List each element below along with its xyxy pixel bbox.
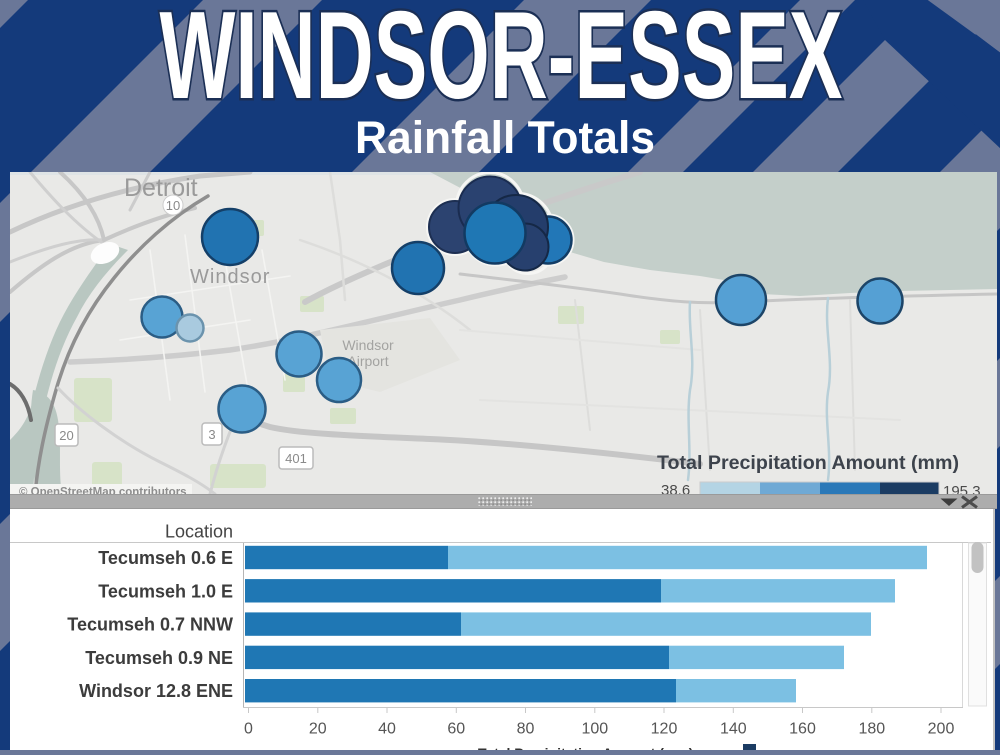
- svg-text:Tecumseh 0.9 NE: Tecumseh 0.9 NE: [85, 648, 233, 668]
- svg-text:Total Precipitation Amount (mm: Total Precipitation Amount (mm): [657, 453, 959, 474]
- svg-text:0: 0: [244, 721, 253, 738]
- svg-text:3: 3: [208, 427, 215, 442]
- svg-text:60: 60: [447, 721, 465, 738]
- svg-text:Airport: Airport: [347, 353, 388, 369]
- svg-text:140: 140: [720, 721, 747, 738]
- svg-text:Windsor: Windsor: [190, 266, 270, 288]
- svg-text:Rainfall Totals: Rainfall Totals: [355, 112, 655, 163]
- svg-text:120: 120: [651, 721, 678, 738]
- svg-text:40: 40: [378, 721, 396, 738]
- svg-text:Windsor 12.8 ENE: Windsor 12.8 ENE: [79, 681, 233, 701]
- svg-text:200: 200: [928, 721, 955, 738]
- svg-text:© OpenStreetMap contributors: © OpenStreetMap contributors: [19, 487, 187, 495]
- svg-text:38.6: 38.6: [661, 482, 690, 494]
- svg-text:401: 401: [285, 451, 307, 466]
- svg-text:Detroit: Detroit: [124, 174, 198, 202]
- svg-text:10: 10: [166, 198, 180, 213]
- svg-text:Tecumseh 0.6 E: Tecumseh 0.6 E: [98, 548, 233, 568]
- svg-text:Total Precipitation Amount (mm: Total Precipitation Amount (mm): [478, 745, 693, 750]
- svg-text:Tecumseh 0.7 NNW: Tecumseh 0.7 NNW: [67, 615, 233, 635]
- svg-text:20: 20: [309, 721, 327, 738]
- svg-text:WINDSOR-ESSEX: WINDSOR-ESSEX: [160, 0, 843, 125]
- svg-text:Tecumseh 1.0 E: Tecumseh 1.0 E: [98, 581, 233, 601]
- svg-text:100: 100: [581, 721, 608, 738]
- svg-text:180: 180: [858, 721, 885, 738]
- svg-text:160: 160: [789, 721, 816, 738]
- svg-text:80: 80: [517, 721, 535, 738]
- svg-text:20: 20: [59, 428, 73, 443]
- svg-text:Windsor: Windsor: [342, 337, 394, 353]
- svg-text:195.3: 195.3: [943, 483, 981, 494]
- svg-text:Location: Location: [165, 522, 233, 542]
